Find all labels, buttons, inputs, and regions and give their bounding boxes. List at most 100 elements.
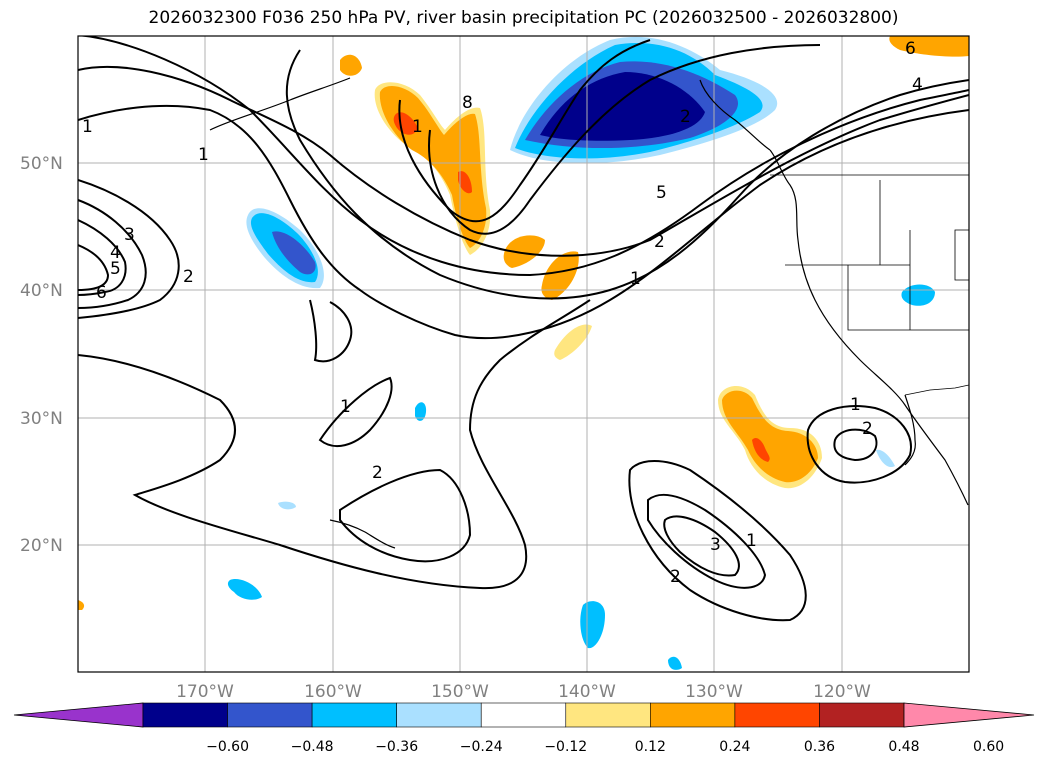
contour-hawaii-1 xyxy=(628,460,807,622)
colorbar-tick-label: −0.36 xyxy=(375,739,418,755)
contour-inner-5 xyxy=(428,44,821,235)
colorbar-tick-label: 0.60 xyxy=(973,739,1004,755)
contour-label: 3 xyxy=(710,535,721,555)
shade-pos-center-1 xyxy=(503,235,545,268)
contour-label: 1 xyxy=(746,531,757,551)
colorbar-segments xyxy=(142,702,905,728)
contour-label-group: 6 4 1 8 1 5 2 1 3 4 5 6 2 1 2 1 2 3 1 2 … xyxy=(82,39,923,587)
colorbar-extend-right xyxy=(903,702,1035,728)
contour-label: 2 xyxy=(183,267,194,287)
shade-pos-alaska-1 xyxy=(340,54,362,76)
contour-central-1b xyxy=(318,376,393,448)
hawaii-islands xyxy=(329,519,396,549)
colorbar: −0.60 −0.48 −0.36 −0.24 −0.12 0.12 0.24 0.36 0.4… xyxy=(13,702,1035,755)
pv-contours xyxy=(78,36,969,622)
shade-pos-center-3 xyxy=(554,324,592,360)
shade-neg-large-core xyxy=(540,72,705,141)
contour-label: 2 xyxy=(670,567,681,587)
colorbar-tick-label: −0.48 xyxy=(291,739,334,755)
colorbar-segment xyxy=(396,702,482,728)
contour-label: 2 xyxy=(372,463,383,483)
west-coast-north-america xyxy=(769,149,969,506)
contour-west-3 xyxy=(78,199,147,309)
latitude-labels: 50°N 40°N 30°N 20°N xyxy=(20,154,63,556)
contour-label: 1 xyxy=(340,397,351,417)
shade-pos-alaska-2 xyxy=(889,36,969,57)
contour-hawaii-2 xyxy=(647,493,767,589)
contour-label: 1 xyxy=(630,269,641,289)
lat-label-30n: 30°N xyxy=(20,409,63,429)
contour-label: 2 xyxy=(862,419,873,439)
contour-label: 5 xyxy=(656,183,667,203)
shade-pos-center-2 xyxy=(541,251,579,300)
coastlines xyxy=(209,77,969,549)
shade-neg-small-4 xyxy=(278,501,296,510)
shade-pos-hawaii-core xyxy=(752,437,770,462)
lat-label-20n: 20°N xyxy=(20,536,63,556)
contour-label: 1 xyxy=(850,395,861,415)
colorbar-tick-label: 0.36 xyxy=(804,739,835,755)
shade-neg-small-1 xyxy=(580,601,605,649)
contour-label: 1 xyxy=(82,117,93,137)
aleutian-chain xyxy=(209,77,351,131)
borders xyxy=(770,174,969,396)
contour-central-1 xyxy=(78,299,591,590)
colorbar-tick-label: 0.24 xyxy=(719,739,750,755)
lat-label-40n: 40°N xyxy=(20,281,63,301)
colorbar-tick-label: −0.24 xyxy=(460,739,503,755)
contour-east-1 xyxy=(806,405,912,484)
shade-neg-small-2 xyxy=(227,579,262,600)
colorbar-segment xyxy=(142,702,228,728)
plot-area: 6 4 1 8 1 5 2 1 3 4 5 6 2 1 2 1 2 3 1 2 … xyxy=(78,36,969,672)
colorbar-segment xyxy=(734,702,820,728)
contour-hawaii-3 xyxy=(663,515,740,577)
shade-pos-hawaii-mid xyxy=(722,390,818,483)
shade-neg-small-5 xyxy=(668,656,682,670)
us-mexico-border xyxy=(904,384,969,396)
contour-mid-loop xyxy=(285,49,969,300)
graticule xyxy=(78,36,969,672)
contour-2 xyxy=(78,36,969,277)
contour-label: 1 xyxy=(412,117,423,137)
shade-neg-small-6 xyxy=(876,449,895,468)
contour-1-north xyxy=(78,65,969,257)
contour-label: 6 xyxy=(905,39,916,59)
shade-neg-west-core xyxy=(272,231,316,275)
colorbar-segment xyxy=(819,702,905,728)
contour-label: 3 xyxy=(124,225,135,245)
contour-label: 4 xyxy=(912,75,923,95)
longitude-labels: 170°W 160°W 150°W 140°W 130°W 120°W xyxy=(176,682,871,702)
contour-east-2 xyxy=(833,428,878,462)
us-state-lines xyxy=(785,180,969,331)
contour-label: 6 xyxy=(96,283,107,303)
contour-label: 5 xyxy=(110,259,121,279)
contour-west-5 xyxy=(78,244,110,291)
shade-neg-small-3 xyxy=(415,402,427,421)
colorbar-tick-label: 0.12 xyxy=(635,739,666,755)
lon-label-130w: 130°W xyxy=(685,682,743,702)
alaska-coast xyxy=(699,79,771,151)
colorbar-segment xyxy=(311,702,397,728)
baja-coast xyxy=(904,394,916,466)
shade-pos-edge xyxy=(78,600,85,610)
lat-label-50n: 50°N xyxy=(20,154,63,174)
colorbar-tick-label: −0.12 xyxy=(544,739,587,755)
colorbar-tick-label: 0.48 xyxy=(888,739,919,755)
colorbar-extend-left xyxy=(13,702,144,728)
colorbar-segment xyxy=(227,702,313,728)
contour-1-outer xyxy=(78,104,969,340)
lon-label-140w: 140°W xyxy=(558,682,616,702)
contour-label: 2 xyxy=(680,107,691,127)
colorbar-labels: −0.60 −0.48 −0.36 −0.24 −0.12 0.12 0.24 0.36 0.4… xyxy=(206,739,1004,755)
colorbar-segment xyxy=(565,702,651,728)
contour-west-2 xyxy=(78,179,180,319)
contour-label: 1 xyxy=(198,145,209,165)
contour-central-2 xyxy=(339,468,472,563)
lon-label-120w: 120°W xyxy=(813,682,871,702)
contour-label: 2 xyxy=(654,232,665,252)
contour-label: 4 xyxy=(110,243,121,263)
map-title: 2026032300 F036 250 hPa PV, river basin … xyxy=(148,8,899,28)
colorbar-tick-label: −0.60 xyxy=(206,739,249,755)
colorbar-segment xyxy=(650,702,736,728)
